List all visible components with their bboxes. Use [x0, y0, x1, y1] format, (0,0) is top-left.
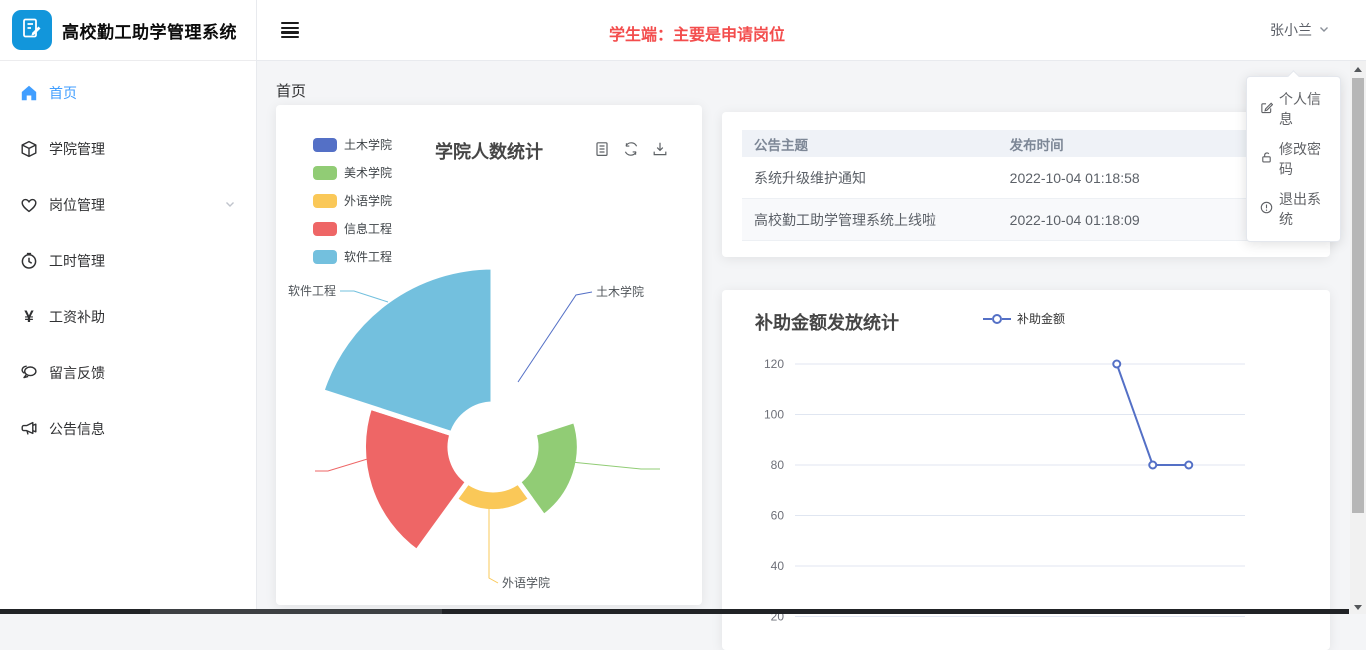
- menu-item-logout[interactable]: 退出系统: [1247, 184, 1340, 234]
- user-menu-popup: 个人信息 修改密码 退出系统: [1246, 76, 1341, 242]
- sidebar-item-label: 留言反馈: [49, 365, 105, 381]
- sidebar-item-label: 工资补助: [49, 309, 105, 325]
- sidebar-item-label: 工时管理: [49, 253, 105, 269]
- download-icon[interactable]: [652, 141, 668, 157]
- announcements-table: 公告主题 发布时间 系统升级维护通知 2022-10-04 01:18:58 高…: [742, 130, 1310, 241]
- cube-icon: [20, 140, 38, 158]
- yen-icon: ¥: [24, 307, 34, 326]
- sidebar-item-label: 公告信息: [49, 421, 105, 437]
- pie-legend-item[interactable]: 信息工程: [313, 220, 392, 237]
- vertical-scrollbar-thumb[interactable]: [1352, 78, 1364, 513]
- chat-icon: [20, 364, 38, 382]
- pie-chart-title: 学院人数统计: [435, 142, 543, 162]
- chevron-down-icon: [224, 197, 236, 213]
- svg-text:80: 80: [771, 458, 785, 472]
- sidebar: 高校勤工助学管理系统 首页 学院管理 岗位管理: [0, 0, 257, 609]
- user-dropdown-trigger[interactable]: 张小兰: [1270, 20, 1330, 40]
- horizontal-scrollbar-thumb[interactable]: [150, 609, 442, 614]
- vertical-scrollbar[interactable]: [1350, 61, 1366, 614]
- pie-legend: 土木学院 美术学院 外语学院 信息工程 软件工程: [313, 136, 392, 276]
- table-row[interactable]: 高校勤工助学管理系统上线啦 2022-10-04 01:18:09: [742, 199, 1310, 241]
- pie-legend-item[interactable]: 土木学院: [313, 136, 392, 153]
- breadcrumb: 首页: [276, 83, 307, 100]
- legend-swatch: [313, 137, 337, 152]
- sidebar-item-feedback[interactable]: 留言反馈: [0, 345, 256, 401]
- sidebar-item-label: 首页: [49, 85, 77, 101]
- chevron-down-icon: [1318, 22, 1330, 38]
- sidebar-item-label: 岗位管理: [49, 197, 105, 213]
- legend-swatch: [313, 249, 337, 264]
- sidebar-header: 高校勤工助学管理系统: [0, 0, 256, 61]
- sidebar-item-jobs[interactable]: 岗位管理: [0, 177, 256, 233]
- sidebar-item-home[interactable]: 首页: [0, 65, 256, 121]
- sidebar-item-college[interactable]: 学院管理: [0, 121, 256, 177]
- scroll-down-arrow[interactable]: [1354, 605, 1362, 610]
- col-header-time: 发布时间: [1009, 137, 1064, 153]
- sidebar-item-announcements[interactable]: 公告信息: [0, 401, 256, 457]
- college-stats-card: 土木学院 美术学院 外语学院 信息工程 软件工程 学院人数统计: [276, 105, 702, 605]
- hamburger-icon[interactable]: [281, 22, 299, 40]
- clock-icon: [20, 252, 38, 270]
- svg-text:外语学院: 外语学院: [502, 575, 550, 590]
- app-logo: [12, 10, 52, 50]
- home-icon: [20, 84, 38, 102]
- svg-text:40: 40: [771, 559, 785, 573]
- svg-text:60: 60: [771, 509, 785, 523]
- sidebar-item-label: 学院管理: [49, 141, 105, 157]
- document-edit-icon: [20, 16, 44, 45]
- sidebar-menu: 首页 学院管理 岗位管理: [0, 61, 256, 457]
- data-view-icon[interactable]: [594, 141, 610, 157]
- svg-text:软件工程: 软件工程: [288, 283, 336, 298]
- megaphone-icon: [20, 420, 38, 438]
- refresh-icon[interactable]: [623, 141, 639, 157]
- col-header-subject: 公告主题: [754, 137, 808, 153]
- line-legend-item[interactable]: 补助金额: [983, 310, 1065, 327]
- svg-text:120: 120: [764, 357, 784, 371]
- sidebar-item-salary[interactable]: ¥ 工资补助: [0, 289, 256, 345]
- edit-square-icon: [1260, 101, 1274, 117]
- legend-swatch: [313, 193, 337, 208]
- subsidy-stats-card: 补助金额发放统计 补助金额 120 100 80 60 40 20: [722, 290, 1330, 650]
- svg-text:100: 100: [764, 408, 784, 422]
- info-circle-icon: [1260, 201, 1273, 217]
- top-header: 学生端：主要是申请岗位 张小兰: [257, 0, 1366, 61]
- announcements-card: 公告主题 发布时间 系统升级维护通知 2022-10-04 01:18:58 高…: [722, 112, 1330, 257]
- pie-legend-item[interactable]: 美术学院: [313, 164, 392, 181]
- table-row[interactable]: 系统升级维护通知 2022-10-04 01:18:58: [742, 157, 1310, 199]
- sidebar-item-hours[interactable]: 工时管理: [0, 233, 256, 289]
- table-header-row: 公告主题 发布时间: [742, 130, 1310, 157]
- menu-item-profile[interactable]: 个人信息: [1247, 84, 1340, 134]
- chart-toolbox: [594, 141, 668, 157]
- pie-legend-item[interactable]: 外语学院: [313, 192, 392, 209]
- pie-legend-item[interactable]: 软件工程: [313, 248, 392, 265]
- legend-swatch: [313, 221, 337, 236]
- svg-text:土木学院: 土木学院: [596, 284, 644, 299]
- unlock-icon: [1260, 151, 1273, 167]
- user-name: 张小兰: [1270, 22, 1312, 38]
- line-chart-title: 补助金额发放统计: [755, 313, 899, 333]
- header-notice: 学生端：主要是申请岗位: [609, 27, 786, 44]
- app-title: 高校勤工助学管理系统: [62, 22, 237, 42]
- legend-swatch: [313, 165, 337, 180]
- line-legend-marker: [983, 313, 1011, 324]
- heart-icon: [20, 196, 38, 214]
- scroll-up-arrow[interactable]: [1354, 67, 1362, 72]
- horizontal-scrollbar[interactable]: [0, 609, 1349, 614]
- menu-item-password[interactable]: 修改密码: [1247, 134, 1340, 184]
